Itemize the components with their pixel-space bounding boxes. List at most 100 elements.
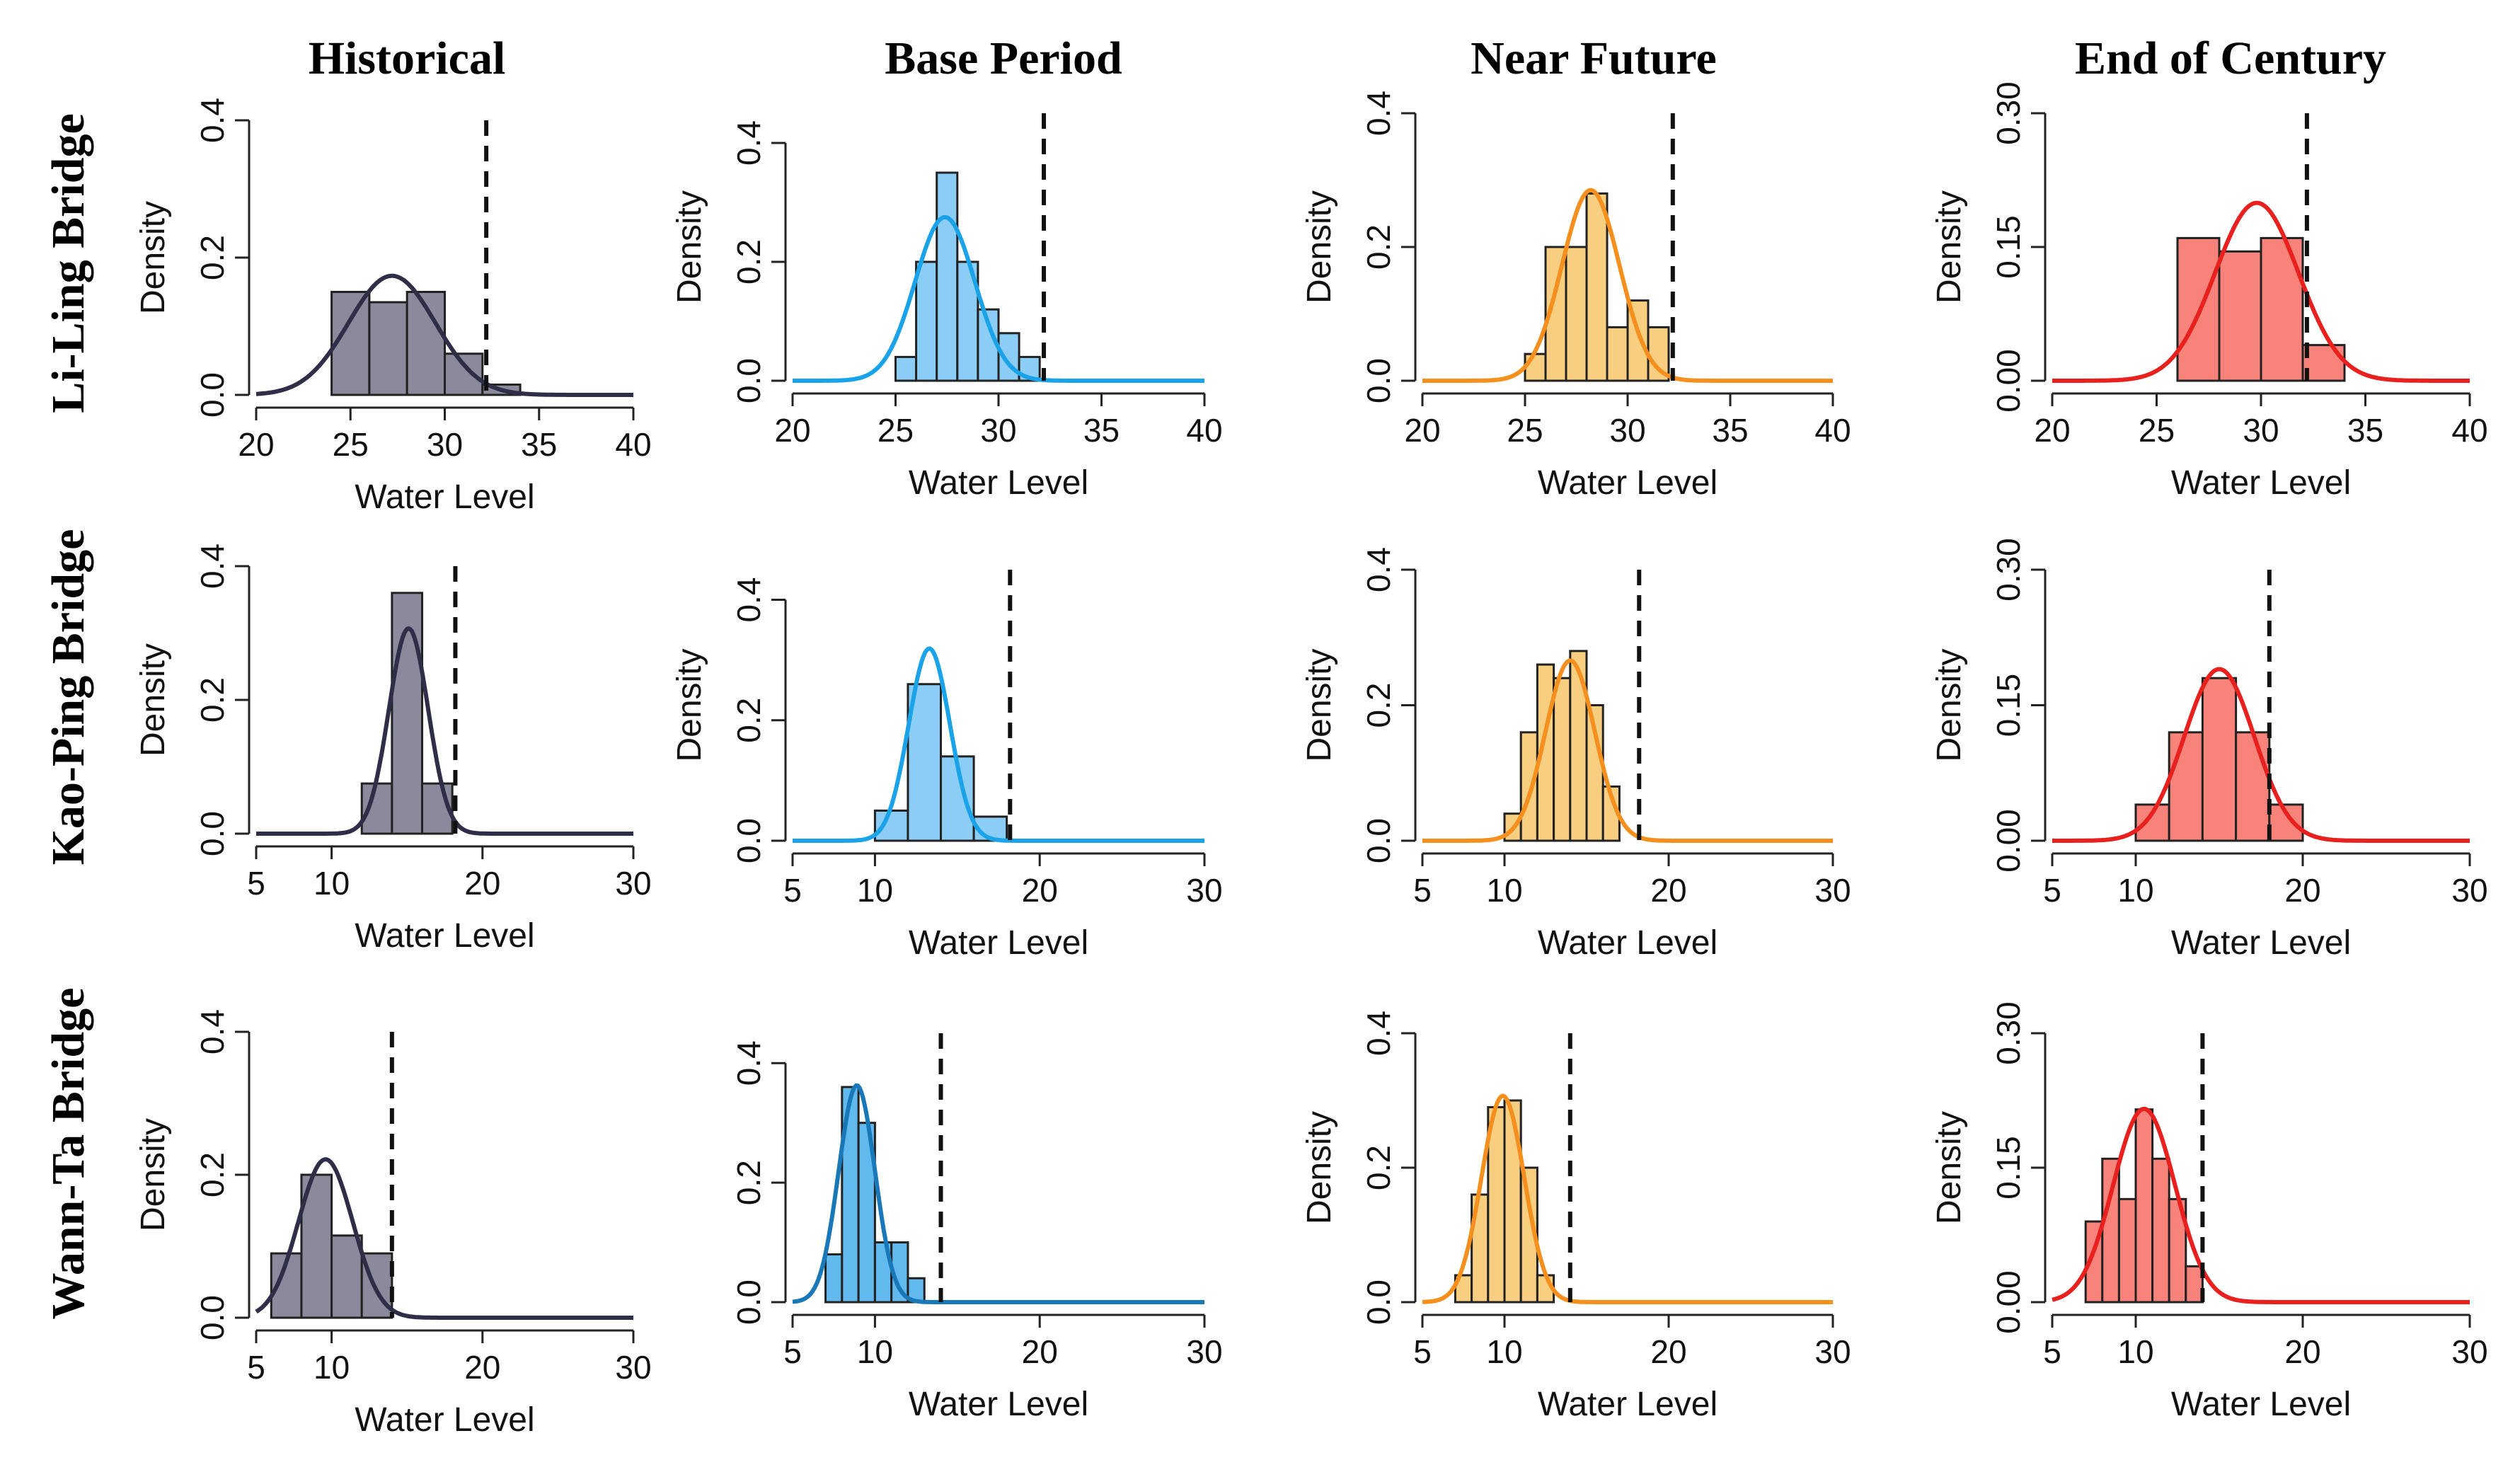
x-tick-label: 10 [1486, 1333, 1522, 1370]
y-tick-label: 0.2 [730, 698, 767, 743]
x-axis-label: Water Level [909, 1386, 1088, 1423]
column-title-historical: Historical [309, 33, 506, 84]
histogram-bar [907, 683, 943, 842]
x-tick-label: 35 [1083, 412, 1120, 449]
y-tick-label: 0.4 [730, 120, 767, 166]
x-tick-label: 25 [1507, 412, 1543, 449]
y-axis-label: Density [134, 1118, 172, 1231]
histogram-bar [1569, 650, 1588, 842]
x-axis-label: Water Level [2171, 924, 2351, 962]
histogram-bar [1503, 1099, 1522, 1304]
y-tick-label: 0.4 [194, 98, 231, 143]
x-axis-label: Water Level [355, 478, 534, 516]
y-tick-label: 0.15 [1990, 1136, 2027, 1200]
y-tick-label: 0.30 [1990, 81, 2027, 145]
x-tick-label: 30 [615, 1349, 651, 1386]
y-tick-label: 0.0 [730, 1280, 767, 1325]
y-tick-label: 0.2 [194, 1152, 231, 1197]
density-curve [1422, 1093, 1833, 1304]
x-tick-label: 20 [1650, 1333, 1686, 1370]
histogram-bar [894, 355, 918, 382]
column-title-base-period: Base Period [885, 33, 1122, 84]
y-tick-label: 0.2 [1360, 1145, 1397, 1190]
y-tick-label: 0.2 [730, 239, 767, 284]
y-tick-label: 0.2 [730, 1160, 767, 1205]
x-tick-label: 10 [857, 872, 893, 909]
histogram-bar [1524, 352, 1547, 382]
y-tick-label: 0.00 [1990, 349, 2027, 413]
x-tick-label: 20 [774, 412, 810, 449]
histogram-bar [1553, 677, 1572, 842]
histogram-bar [873, 809, 909, 842]
x-tick-label: 5 [2043, 1333, 2061, 1370]
density-curve [792, 1083, 1204, 1304]
histogram-bar [368, 301, 408, 396]
histogram-bar [1565, 246, 1588, 382]
x-tick-label: 30 [427, 426, 463, 463]
x-tick-label: 30 [2451, 1333, 2487, 1370]
x-tick-label: 5 [783, 872, 802, 909]
x-tick-label: 5 [247, 1349, 265, 1386]
y-axis-label: Density [1931, 190, 1968, 304]
y-tick-label: 0.0 [730, 818, 767, 863]
histogram-panel: 0.0 0.2 0.4 Density 5 10 20 30 Water Level [671, 570, 1223, 962]
x-axis-label: Water Level [355, 917, 534, 955]
y-tick-label: 0.2 [1360, 683, 1397, 728]
density-curve [255, 273, 633, 397]
y-tick-label: 0.0 [1360, 1280, 1397, 1325]
x-tick-label: 20 [1404, 412, 1440, 449]
histogram-panel: 0.0 0.2 0.4 Density 5 10 20 30 Water Level [134, 1009, 652, 1439]
x-tick-label: 40 [1186, 412, 1222, 449]
x-tick-label: 25 [333, 426, 369, 463]
histogram-bar [1585, 192, 1609, 382]
x-tick-label: 10 [857, 1333, 893, 1370]
y-tick-label: 0.0 [194, 372, 231, 418]
histogram-bar [391, 592, 424, 835]
x-tick-label: 10 [313, 865, 350, 902]
x-tick-label: 5 [783, 1333, 802, 1370]
y-tick-label: 0.0 [1360, 358, 1397, 403]
histogram-bar [2117, 1197, 2137, 1304]
x-axis-label: Water Level [355, 1401, 534, 1439]
histogram-bar [2260, 236, 2304, 382]
y-tick-label: 0.2 [194, 235, 231, 280]
y-axis-label: Density [134, 643, 172, 757]
y-tick-label: 0.4 [730, 1040, 767, 1086]
x-tick-label: 25 [2139, 412, 2175, 449]
x-tick-label: 30 [1186, 872, 1222, 909]
x-tick-label: 20 [464, 865, 500, 902]
histogram-bar [1606, 326, 1629, 382]
x-tick-label: 10 [2117, 872, 2153, 909]
x-tick-label: 5 [1413, 1333, 1432, 1370]
y-tick-label: 0.00 [1990, 1270, 2027, 1334]
x-tick-label: 20 [2284, 1333, 2320, 1370]
histogram-bar [2176, 236, 2221, 382]
y-tick-label: 0.30 [1990, 1001, 2027, 1065]
x-axis-label: Water Level [2171, 1386, 2351, 1423]
histogram-panel: 0.0 0.2 0.4 Density 20 25 30 35 40 Water Level [134, 98, 652, 516]
histogram-panel: 0.0 0.2 0.4 Density 20 25 30 35 40 Water Level [671, 113, 1223, 502]
y-axis-label: Density [1301, 648, 1338, 761]
x-tick-label: 30 [1814, 872, 1851, 909]
density-curve [1422, 188, 1833, 383]
x-tick-label: 5 [247, 865, 265, 902]
histogram-panel: 0.0 0.2 0.4 Density 5 10 20 30 Water Level [1301, 1011, 1851, 1423]
x-axis-label: Water Level [909, 924, 1088, 962]
y-tick-label: 0.4 [194, 1009, 231, 1054]
x-tick-label: 40 [615, 426, 651, 463]
x-tick-label: 40 [1814, 412, 1851, 449]
histogram-panel: 0.00 0.15 0.30 Density 5 10 20 30 Water Level [1931, 1001, 2488, 1423]
x-tick-label: 5 [2043, 872, 2061, 909]
column-title-end-of-century: End of Century [2075, 33, 2386, 84]
x-axis-label: Water Level [909, 464, 1088, 502]
y-axis-label: Density [134, 201, 172, 314]
x-tick-label: 35 [1712, 412, 1748, 449]
x-tick-label: 20 [1022, 872, 1058, 909]
y-tick-label: 0.4 [730, 577, 767, 623]
x-axis-label: Water Level [1538, 464, 1718, 502]
x-tick-label: 20 [1022, 1333, 1058, 1370]
histogram-bar [824, 1253, 844, 1304]
row-title-kao-ping-bridge: Kao-Ping Bridge [42, 529, 94, 866]
x-tick-label: 20 [2284, 872, 2320, 909]
